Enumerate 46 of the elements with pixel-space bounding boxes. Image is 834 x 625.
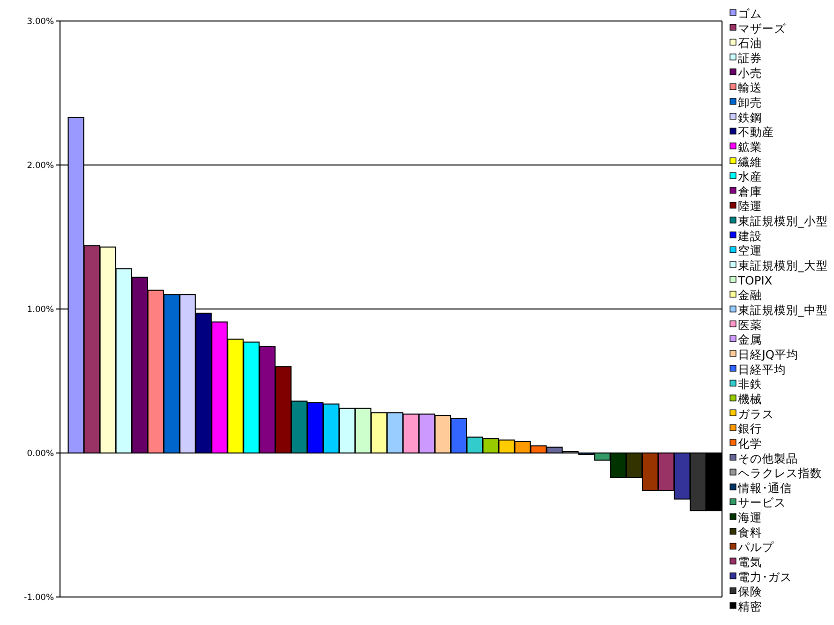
y-tick-label: 2.00% bbox=[26, 161, 54, 171]
legend-label: 陸運 bbox=[738, 199, 762, 214]
legend-label: 鉄鋼 bbox=[738, 110, 762, 124]
legend-label: 卸売 bbox=[738, 95, 762, 110]
legend-label: 鉱業 bbox=[738, 140, 762, 154]
legend-label: 繊維 bbox=[737, 154, 762, 169]
legend-label: 日経JQ平均 bbox=[738, 347, 798, 362]
legend-label: 空運 bbox=[738, 244, 762, 258]
legend-label: 医薬 bbox=[738, 318, 762, 332]
legend-label: 機械 bbox=[738, 392, 762, 406]
legend-label: 東証規模別_中型 bbox=[738, 303, 828, 317]
y-tick-label: 3.00% bbox=[26, 17, 54, 27]
legend-label: ガラス bbox=[738, 406, 774, 421]
legend-label: 情報･通信 bbox=[737, 480, 792, 495]
legend-label: 金属 bbox=[738, 332, 762, 347]
legend-label: 倉庫 bbox=[738, 184, 762, 198]
y-tick-label: -1.00% bbox=[24, 593, 54, 603]
legend-label: 食料 bbox=[738, 525, 762, 540]
legend-label: ヘラクレス指数 bbox=[738, 466, 822, 480]
legend-label: 保険 bbox=[738, 584, 762, 599]
legend-label: 証券 bbox=[738, 50, 762, 65]
legend-label: 水産 bbox=[738, 170, 762, 184]
legend-label: 東証規模別_大型 bbox=[738, 258, 828, 273]
legend-label: ゴム bbox=[738, 6, 762, 20]
legend-label: その他製品 bbox=[738, 451, 798, 466]
legend-label: 日経平均 bbox=[738, 362, 786, 376]
legend-label: TOPIX bbox=[737, 273, 772, 288]
legend-label: 建設 bbox=[737, 228, 762, 243]
legend-label: パルプ bbox=[737, 540, 775, 554]
legend-label: マザーズ bbox=[738, 21, 787, 36]
legend-label: 精密 bbox=[738, 600, 762, 614]
legend-label: 小売 bbox=[738, 66, 762, 80]
legend-label: 不動産 bbox=[738, 125, 774, 140]
legend-label: 東証規模別_小型 bbox=[738, 214, 828, 228]
legend-label: 海運 bbox=[738, 510, 762, 525]
legend-label: 化学 bbox=[738, 436, 762, 450]
y-tick-label: 1.00% bbox=[26, 305, 54, 315]
legend-label: 金融 bbox=[738, 288, 762, 302]
legend-label: 石油 bbox=[738, 36, 762, 50]
legend-label: 非鉄 bbox=[738, 377, 762, 392]
y-tick-label: 0.00% bbox=[26, 449, 54, 459]
legend-label: 輸送 bbox=[738, 80, 762, 95]
legend-label: 電力･ガス bbox=[738, 570, 792, 584]
legend-label: サービス bbox=[738, 496, 786, 510]
legend-label: 銀行 bbox=[738, 422, 762, 436]
legend-label: 電気 bbox=[738, 555, 762, 570]
